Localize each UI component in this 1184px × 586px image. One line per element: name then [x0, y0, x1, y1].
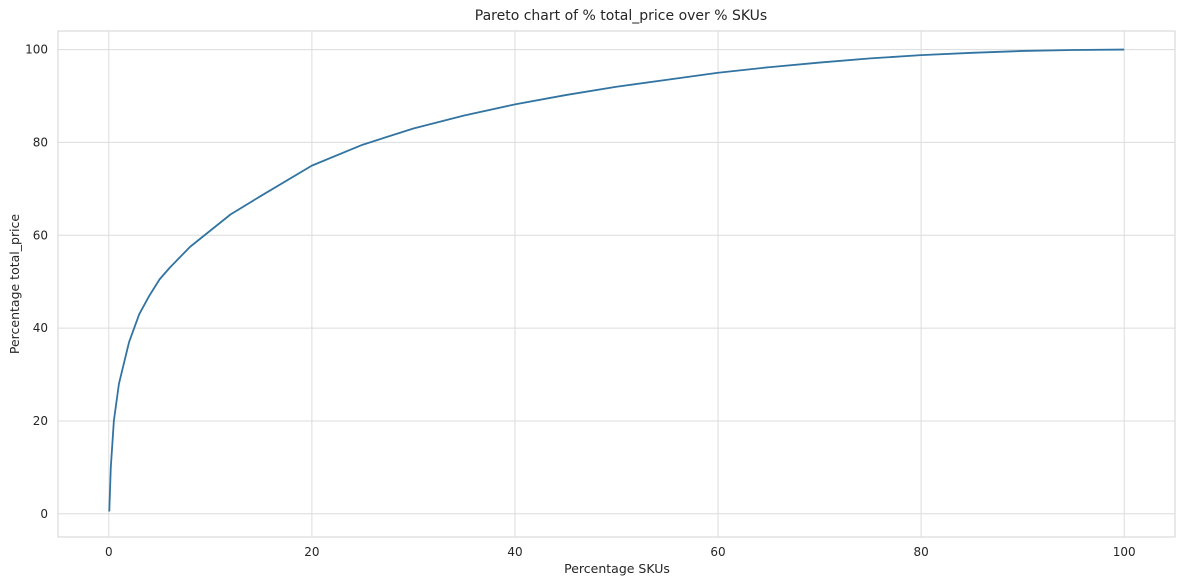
- y-tick-label: 40: [33, 321, 48, 335]
- plot-area: [57, 30, 1176, 538]
- y-tick-label: 100: [25, 43, 48, 57]
- x-tick-label: 20: [304, 545, 319, 559]
- series-group: [108, 48, 1125, 512]
- y-axis-label: Percentage total_price: [7, 214, 22, 355]
- chart-title: Pareto chart of % total_price over % SKU…: [475, 8, 767, 24]
- x-tick-label: 0: [105, 545, 113, 559]
- y-gridlines: [58, 49, 1175, 515]
- x-axis-label: Percentage SKUs: [564, 561, 670, 576]
- x-tick-label: 100: [1113, 545, 1136, 559]
- y-tick-label: 80: [33, 135, 48, 149]
- y-tick-label: 20: [33, 414, 48, 428]
- y-tick-label: 60: [33, 228, 48, 242]
- x-tick-labels: 0 20 40 60 80 100: [105, 545, 1136, 559]
- y-tick-label: 0: [40, 507, 48, 521]
- y-tick-labels: 0 20 40 60 80 100: [25, 43, 48, 521]
- x-tick-label: 80: [913, 545, 928, 559]
- series-line: [108, 48, 1125, 512]
- x-gridlines: [108, 31, 1125, 537]
- x-tick-label: 60: [710, 545, 725, 559]
- x-tick-label: 40: [507, 545, 522, 559]
